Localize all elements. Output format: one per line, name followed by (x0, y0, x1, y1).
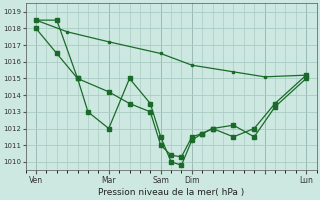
X-axis label: Pression niveau de la mer( hPa ): Pression niveau de la mer( hPa ) (98, 188, 244, 197)
